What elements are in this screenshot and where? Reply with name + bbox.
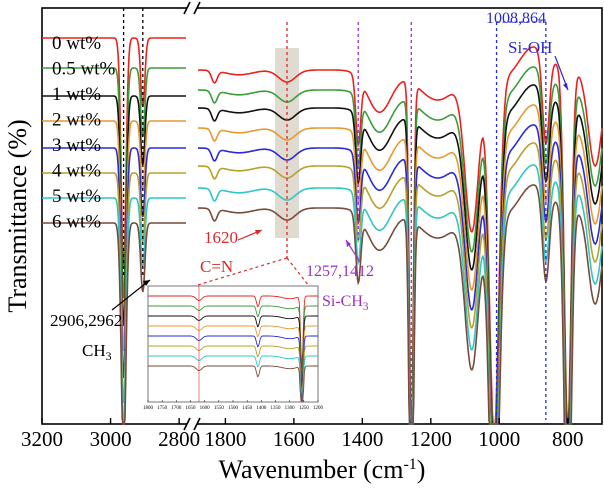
legend-label-2: 1 wt%	[52, 84, 101, 105]
inset-series-6	[148, 355, 318, 402]
series-line-0wt-left	[42, 37, 186, 269]
series-line-6wt-left	[42, 222, 186, 425]
series-line-2wt-right	[198, 104, 603, 425]
inset-tick-label: 1600	[200, 406, 211, 411]
ch3-arrow	[111, 279, 151, 311]
series-line-1wt-right	[198, 84, 603, 425]
inset-tick-label: 1500	[228, 406, 239, 411]
sich3-peaks-label: 1257,1412	[306, 263, 374, 280]
axis-break-mark	[183, 1, 191, 15]
axis-break-mark	[193, 417, 201, 431]
inset-series-4	[148, 335, 318, 402]
legend-label-1: 0.5 wt%	[52, 59, 116, 80]
axis-break-mark	[193, 1, 201, 15]
y-axis-label: Transmittance (%)	[3, 119, 32, 312]
series-line-2wt-left	[42, 120, 186, 352]
sioh-label: Si-OH	[508, 38, 552, 57]
series-line-1wt-left	[42, 95, 186, 327]
cn-peak-label: 1620	[204, 228, 238, 247]
inset-series-2	[148, 315, 318, 389]
inset-tick-label: 1750	[157, 406, 168, 411]
legend-label-3: 2 wt%	[52, 110, 101, 131]
ch3-label: CH3	[82, 341, 112, 363]
cn-label: C=N	[200, 257, 233, 276]
x-tick-label: 3200	[21, 427, 63, 451]
inset-tick-label: 1400	[256, 406, 267, 411]
series-line-0.5wt-right	[198, 66, 603, 425]
inset-tick-label: 1800	[143, 406, 154, 411]
series-line-4wt-right	[198, 142, 603, 425]
x-axis-label: Wavenumber (cm-1)	[219, 455, 426, 484]
series-line-4wt-left	[42, 172, 186, 404]
series-line-3wt-left	[42, 147, 186, 379]
series-line-6wt-right	[198, 184, 603, 425]
axis-break-mark	[183, 417, 191, 431]
axis-break-gap	[187, 418, 197, 430]
cn-arrowhead	[255, 230, 262, 235]
plot-frame	[41, 7, 603, 425]
inset-frame	[147, 285, 319, 403]
inset-tick-label: 1550	[214, 406, 225, 411]
inset-tick-label: 1350	[271, 406, 282, 411]
series-line-5wt-right	[198, 164, 603, 425]
inset-tick-label: 1250	[299, 406, 310, 411]
sioh-peaks-label: 1008,864	[486, 10, 546, 27]
series-line-0wt-right	[198, 46, 603, 425]
x-tick-label: 800	[552, 427, 584, 451]
series-line-5wt-left	[42, 197, 186, 425]
axis-break-gap	[187, 2, 197, 14]
legend-label-7: 6 wt%	[52, 212, 101, 233]
x-tick-label: 1000	[478, 427, 520, 451]
x-tick-label: 1400	[341, 427, 383, 451]
inset-tick-label: 1650	[186, 406, 197, 411]
ch3-peaks-label: 2906,2962	[50, 311, 122, 330]
series-line-0.5wt-left	[42, 67, 186, 299]
x-tick-label: 2800	[158, 427, 200, 451]
inset-tick-label: 1450	[242, 406, 253, 411]
x-tick-label: 1200	[410, 427, 452, 451]
sich3-arrowhead	[346, 240, 351, 247]
ch3-arrowhead	[143, 280, 150, 286]
inset-tick-label: 1300	[285, 406, 296, 411]
legend-label-6: 5 wt%	[52, 186, 101, 207]
sich3-label: Si-CH3	[322, 293, 369, 313]
x-tick-label: 3000	[90, 427, 132, 451]
sioh-arrowhead	[563, 83, 568, 90]
inset-series-5	[148, 345, 318, 402]
inset-tick-label: 1700	[171, 406, 182, 411]
legend-label-0: 0 wt%	[52, 33, 101, 54]
inset-series-3	[148, 325, 318, 399]
legend-label-4: 3 wt%	[52, 135, 101, 156]
inset-series-0	[148, 295, 318, 369]
inset-series-7	[148, 365, 318, 402]
inset-tick-label: 1200	[313, 406, 324, 411]
series-line-3wt-right	[198, 124, 603, 425]
inset-series-1	[148, 305, 318, 379]
legend-label-5: 4 wt%	[52, 161, 101, 182]
x-tick-label: 1800	[204, 427, 246, 451]
x-tick-label: 1600	[273, 427, 315, 451]
